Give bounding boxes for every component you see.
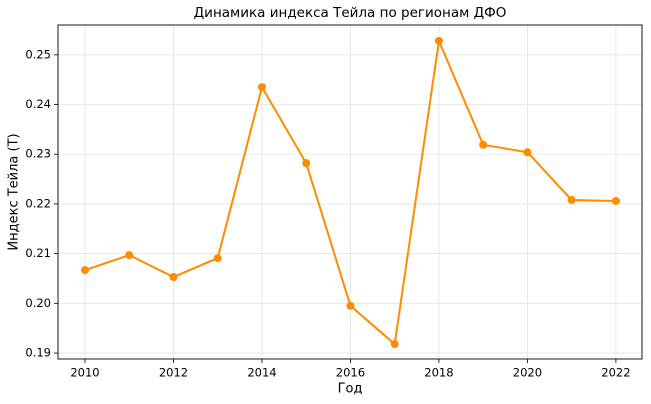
- y-tick-label: 0.23: [25, 147, 51, 161]
- chart-title: Динамика индекса Тейла по регионам ДФО: [194, 5, 507, 21]
- y-axis-label: Индекс Тейла (T): [7, 133, 22, 250]
- x-tick-label: 2014: [247, 366, 276, 380]
- data-point: [302, 159, 311, 168]
- y-tick-label: 0.21: [25, 246, 51, 260]
- data-point: [346, 301, 355, 310]
- data-point: [213, 254, 222, 263]
- y-tick-label: 0.19: [25, 346, 51, 360]
- x-tick-label: 2022: [601, 366, 630, 380]
- data-point: [390, 340, 399, 349]
- y-tick-label: 0.24: [25, 97, 51, 111]
- x-tick-label: 2018: [424, 366, 453, 380]
- y-tick-label: 0.22: [25, 196, 51, 210]
- data-point: [567, 195, 576, 204]
- data-point: [434, 36, 443, 45]
- data-point: [125, 251, 134, 260]
- x-tick-label: 2016: [336, 366, 365, 380]
- data-point: [479, 140, 488, 149]
- data-point: [80, 266, 89, 275]
- x-tick-label: 2010: [70, 366, 99, 380]
- data-point: [523, 148, 532, 157]
- data-point: [257, 83, 266, 92]
- x-tick-label: 2012: [159, 366, 188, 380]
- x-tick-label: 2020: [513, 366, 542, 380]
- x-axis-label: Год: [338, 382, 363, 397]
- y-tick-label: 0.20: [25, 296, 51, 310]
- y-tick-label: 0.25: [25, 47, 51, 61]
- data-point: [611, 196, 620, 205]
- plot-frame: [57, 24, 643, 360]
- data-point: [169, 272, 178, 281]
